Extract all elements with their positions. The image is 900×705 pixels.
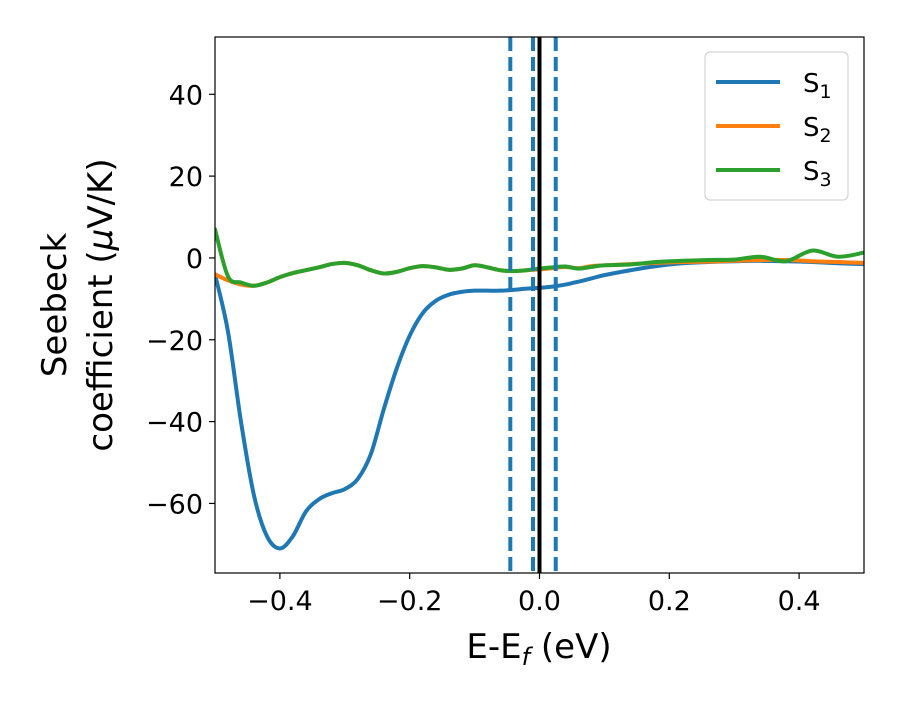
vline-layer	[508, 37, 558, 573]
x-axis-label-unit: (eV)	[530, 627, 612, 667]
legend-label-s3: S3	[803, 157, 832, 191]
y-axis-label-line1: Seebeck	[35, 233, 75, 378]
x-tick-label: 0.4	[778, 586, 821, 617]
y-tick-label: −20	[146, 326, 203, 357]
y-axis-label: Seebeck coefficient (μV/K)	[35, 158, 121, 451]
y-axis-label-mu: μ	[81, 229, 121, 252]
x-tick-label: −0.2	[377, 586, 443, 617]
series-layer	[215, 227, 864, 551]
y-tick-label: 20	[169, 162, 203, 193]
legend-label-s1: S1	[803, 69, 832, 103]
y-tick-label: −60	[146, 489, 203, 520]
x-tick-label: 0.2	[648, 586, 691, 617]
y-tick-label: 0	[186, 244, 203, 275]
x-tick-label: −0.4	[247, 586, 313, 617]
y-axis-label-line2: coefficient (μV/K)	[81, 158, 121, 451]
y-tick-label: −40	[146, 408, 203, 439]
legend: S1 S2 S3	[704, 51, 849, 201]
y-axis-label-unit: V/K)	[81, 158, 121, 228]
x-tick-label: 0.0	[518, 586, 561, 617]
x-axis-ticks: −0.4 −0.2 0.0 0.2 0.4	[247, 573, 821, 617]
x-axis-label: E-Ef (eV)	[466, 627, 611, 671]
legend-label-s2: S2	[803, 113, 832, 147]
y-tick-label: 40	[169, 80, 203, 111]
y-axis-ticks: −60 −40 −20 0 20 40	[146, 80, 215, 520]
series-line-s3	[215, 227, 864, 288]
